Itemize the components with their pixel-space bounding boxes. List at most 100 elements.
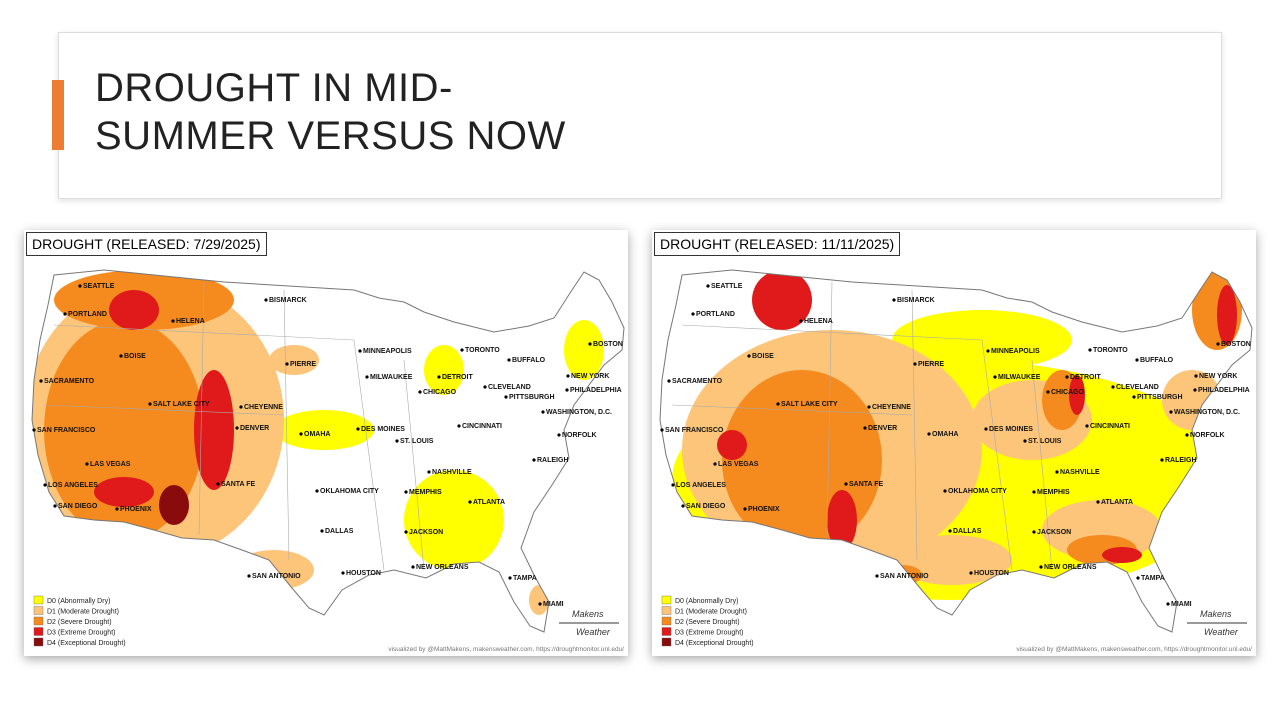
map-label: DROUGHT (RELEASED: 11/11/2025) [654, 232, 901, 256]
legend-label: D4 (Exceptional Drought) [675, 640, 754, 647]
legend-swatch [33, 606, 44, 615]
city-dot [1023, 439, 1027, 443]
city-dot [1032, 530, 1036, 534]
city-label: LOS ANGELES [48, 482, 98, 489]
city-dot [411, 565, 415, 569]
city-label: DETROIT [1070, 374, 1101, 381]
city-dot [943, 489, 947, 493]
city-dot [691, 312, 695, 316]
legend-label: D2 (Severe Drought) [675, 619, 740, 626]
city-dot [171, 319, 175, 323]
city-dot [892, 298, 896, 302]
city-dot [532, 458, 536, 462]
city-dot [32, 428, 36, 432]
city-label: MILWAUKEE [370, 374, 413, 381]
city-dot [566, 374, 570, 378]
city-label: OMAHA [932, 431, 958, 438]
city-dot [247, 574, 251, 578]
city-label: ATLANTA [473, 499, 505, 506]
city-label: TAMPA [1141, 575, 1165, 582]
city-label: ST. LOUIS [400, 438, 434, 445]
city-label: PHOENIX [120, 506, 152, 513]
drought-area [274, 410, 374, 450]
city-dot [148, 402, 152, 406]
map: SEATTLE PORTLAND HELENA BISMARCK BOISE PIERRE… [659, 269, 1253, 653]
city-label: JACKSON [1037, 529, 1071, 536]
city-dot [341, 571, 345, 575]
city-label: SAN DIEGO [58, 503, 98, 510]
city-label: PORTLAND [68, 311, 107, 318]
legend-swatch [661, 637, 672, 647]
city-dot [863, 426, 867, 430]
drought-area [269, 345, 319, 375]
city-dot [706, 284, 710, 288]
city-label: HOUSTON [974, 570, 1009, 577]
state-border [826, 281, 833, 536]
city-dot [538, 602, 542, 606]
city-dot [437, 375, 441, 379]
drought-area [564, 320, 604, 380]
city-dot [667, 379, 671, 383]
city-dot [969, 571, 973, 575]
city-dot [799, 319, 803, 323]
city-dot [1085, 424, 1089, 428]
city-label: SAN ANTONIO [880, 573, 929, 580]
city-label: BOISE [124, 353, 146, 360]
state-border [53, 324, 355, 341]
city-label: CINCINNATI [1090, 423, 1130, 430]
legend-label: D1 (Moderate Drought) [47, 609, 119, 616]
city-label: CHICAGO [423, 389, 457, 396]
city-dot [508, 576, 512, 580]
city-dot [395, 439, 399, 443]
city-dot [747, 354, 751, 358]
city-label: PITTSBURGH [509, 394, 555, 401]
city-label: RALEIGH [1165, 457, 1197, 464]
city-label: PIERRE [918, 361, 944, 368]
city-dot [1111, 385, 1115, 389]
city-dot [681, 504, 685, 508]
drought-area [1217, 285, 1237, 345]
us-outline [659, 269, 1253, 633]
city-dot [264, 298, 268, 302]
state-border [43, 404, 285, 416]
map: SEATTLE PORTLAND HELENA BISMARCK BOISE PIERRE… [31, 269, 625, 653]
city-dot [404, 490, 408, 494]
city-label: BUFFALO [1140, 357, 1174, 364]
city-dot [39, 379, 43, 383]
city-dot [927, 432, 931, 436]
city-label: DENVER [868, 425, 897, 432]
city-label: CINCINNATI [462, 423, 502, 430]
map-panel: SEATTLE PORTLAND HELENA BISMARCK BOISE PIERRE… [652, 230, 1256, 656]
city-dot [776, 402, 780, 406]
city-label: PORTLAND [696, 311, 735, 318]
legend-swatch [661, 595, 672, 605]
city-label: WASHINGTON, D.C. [1174, 409, 1240, 416]
city-dot [356, 427, 360, 431]
city-label: MIAMI [1171, 601, 1192, 608]
city-label: CLEVELAND [488, 384, 531, 391]
slide-title: SUMMER VERSUS NOW [95, 114, 566, 158]
city-label: PIERRE [290, 361, 316, 368]
city-dot [1132, 395, 1136, 399]
city-label: HOUSTON [346, 570, 381, 577]
city-label: PITTSBURGH [1137, 394, 1183, 401]
city-label: BOISE [752, 353, 774, 360]
city-dot [299, 432, 303, 436]
accent-bar [52, 80, 64, 150]
drought-area [752, 270, 812, 330]
city-label: MEMPHIS [1037, 489, 1070, 496]
city-label: RALEIGH [537, 457, 569, 464]
state-border [981, 339, 1013, 571]
drought-area [94, 477, 154, 507]
legend-swatch [661, 616, 672, 626]
city-label: BISMARCK [897, 297, 935, 304]
legend-swatch [33, 616, 44, 626]
city-dot [671, 483, 675, 487]
city-dot [320, 529, 324, 533]
city-dot [404, 530, 408, 534]
state-border [353, 339, 385, 571]
drought-area [529, 585, 549, 615]
city-label: HELENA [804, 318, 833, 325]
city-dot [457, 424, 461, 428]
city-label: BISMARCK [269, 297, 307, 304]
